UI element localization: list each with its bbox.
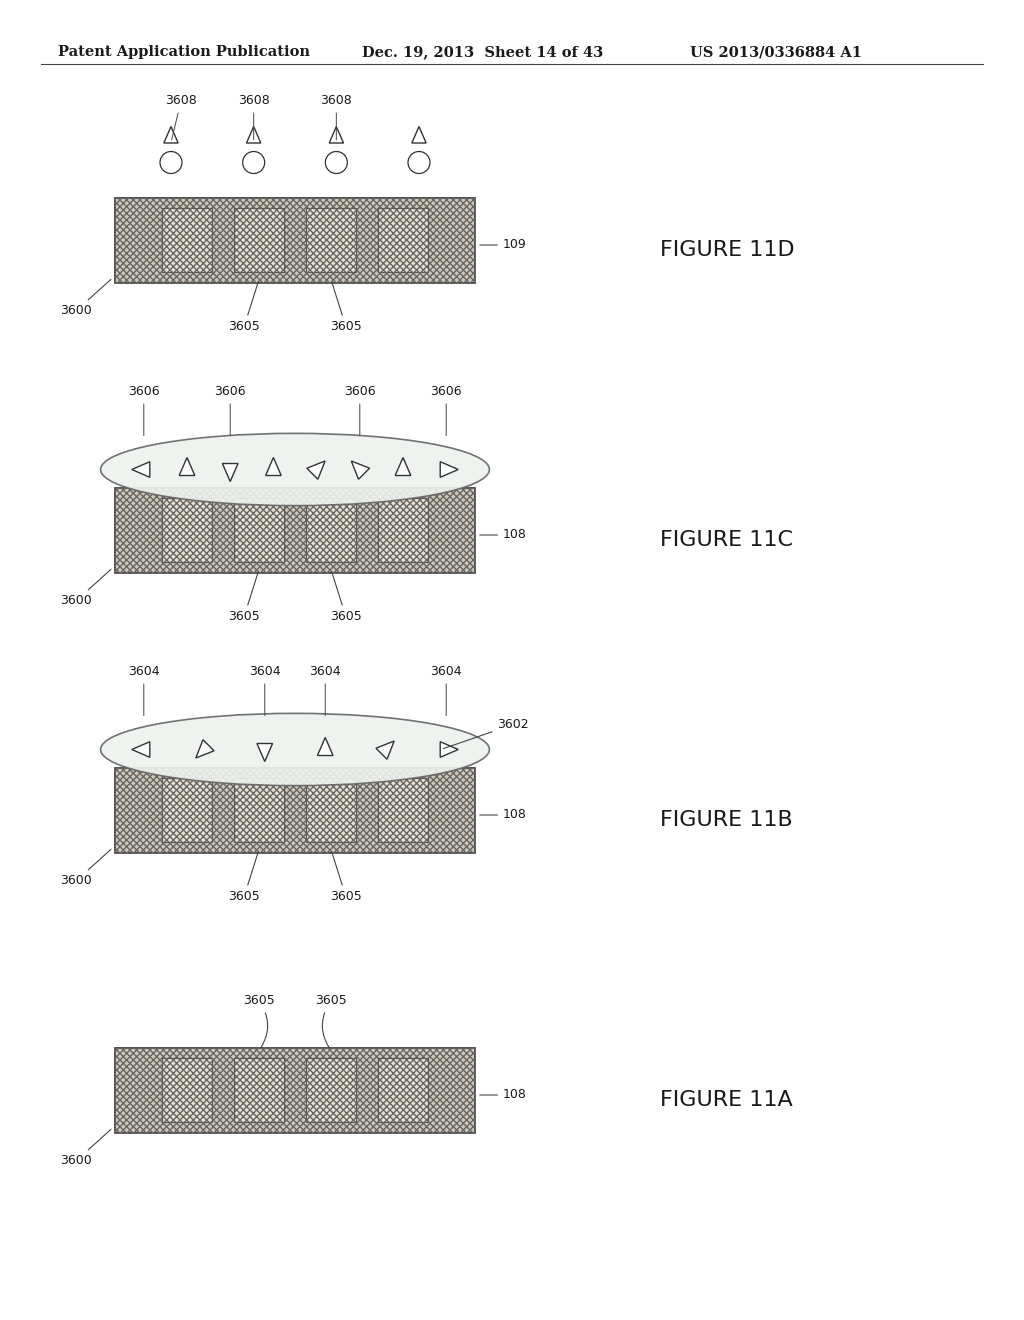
Text: FIGURE 11D: FIGURE 11D [660, 240, 795, 260]
Bar [162, 1059, 212, 1122]
Polygon shape [440, 462, 458, 478]
Bar [378, 498, 428, 562]
Polygon shape [395, 458, 411, 475]
Bar [306, 498, 356, 562]
Text: 3605: 3605 [315, 994, 347, 1048]
Bar [306, 1059, 356, 1122]
Text: 3605: 3605 [330, 572, 361, 623]
Text: 3604: 3604 [249, 665, 281, 715]
Bar [115, 487, 475, 573]
Polygon shape [351, 461, 370, 479]
Text: 3605: 3605 [228, 853, 260, 903]
Bar [306, 1059, 356, 1122]
Text: 108: 108 [480, 808, 527, 821]
Bar [115, 767, 475, 853]
Polygon shape [376, 741, 394, 759]
Text: 3604: 3604 [309, 665, 341, 715]
Text: 3605: 3605 [330, 853, 361, 903]
Text: 3605: 3605 [228, 282, 260, 334]
Bar [115, 198, 475, 282]
Bar [115, 487, 475, 573]
Bar [115, 767, 475, 853]
Bar [378, 209, 428, 272]
Bar [378, 209, 428, 272]
Text: 3605: 3605 [330, 282, 361, 334]
Ellipse shape [100, 713, 489, 785]
Text: 3602: 3602 [443, 718, 529, 748]
Polygon shape [222, 463, 238, 482]
Text: US 2013/0336884 A1: US 2013/0336884 A1 [690, 45, 862, 59]
Polygon shape [329, 127, 343, 143]
Bar [233, 1059, 285, 1122]
Bar [162, 498, 212, 562]
Bar [233, 1059, 285, 1122]
Text: 3608: 3608 [165, 95, 197, 140]
Text: 3600: 3600 [60, 1130, 111, 1167]
Circle shape [326, 152, 347, 173]
Polygon shape [412, 127, 426, 143]
Text: FIGURE 11C: FIGURE 11C [660, 531, 793, 550]
Circle shape [408, 152, 430, 173]
Bar [233, 209, 285, 272]
Bar [378, 777, 428, 842]
Text: 3606: 3606 [430, 385, 462, 436]
Text: FIGURE 11A: FIGURE 11A [660, 1090, 793, 1110]
Text: 3604: 3604 [128, 665, 160, 715]
Circle shape [160, 152, 182, 173]
Polygon shape [265, 458, 282, 475]
Text: FIGURE 11B: FIGURE 11B [660, 810, 793, 830]
Bar [306, 498, 356, 562]
Text: 3608: 3608 [321, 95, 352, 140]
Text: Dec. 19, 2013  Sheet 14 of 43: Dec. 19, 2013 Sheet 14 of 43 [362, 45, 603, 59]
Polygon shape [164, 127, 178, 143]
Bar [162, 498, 212, 562]
Text: 3606: 3606 [128, 385, 160, 436]
Bar [233, 209, 285, 272]
Bar [162, 777, 212, 842]
Text: 3606: 3606 [214, 385, 246, 436]
Text: 3605: 3605 [243, 994, 274, 1048]
Text: 3608: 3608 [238, 95, 269, 140]
Text: 3605: 3605 [228, 572, 260, 623]
Text: 108: 108 [480, 528, 527, 541]
Bar [306, 777, 356, 842]
Bar [162, 777, 212, 842]
Polygon shape [257, 743, 272, 762]
Bar [233, 777, 285, 842]
Text: 3604: 3604 [430, 665, 462, 715]
Bar [378, 1059, 428, 1122]
Text: 108: 108 [480, 1089, 527, 1101]
Polygon shape [247, 127, 261, 143]
Circle shape [243, 152, 264, 173]
Bar [115, 1048, 475, 1133]
Polygon shape [132, 462, 150, 478]
Text: 3600: 3600 [60, 569, 111, 607]
Polygon shape [196, 739, 214, 758]
Text: 3600: 3600 [60, 849, 111, 887]
Bar [378, 1059, 428, 1122]
Polygon shape [132, 742, 150, 758]
Polygon shape [307, 461, 325, 479]
Polygon shape [317, 738, 333, 755]
Bar [233, 498, 285, 562]
Text: 3600: 3600 [60, 280, 111, 318]
Polygon shape [440, 742, 458, 758]
Bar [162, 1059, 212, 1122]
Bar [378, 498, 428, 562]
Text: 109: 109 [480, 239, 526, 252]
Ellipse shape [100, 433, 489, 506]
Bar [306, 777, 356, 842]
Bar [378, 777, 428, 842]
Bar [306, 209, 356, 272]
Text: 3606: 3606 [344, 385, 376, 436]
Bar [233, 777, 285, 842]
Bar [115, 1048, 475, 1133]
Bar [162, 209, 212, 272]
Bar [233, 498, 285, 562]
Bar [306, 209, 356, 272]
Polygon shape [179, 458, 195, 475]
Text: Patent Application Publication: Patent Application Publication [58, 45, 310, 59]
Bar [115, 198, 475, 282]
Bar [162, 209, 212, 272]
